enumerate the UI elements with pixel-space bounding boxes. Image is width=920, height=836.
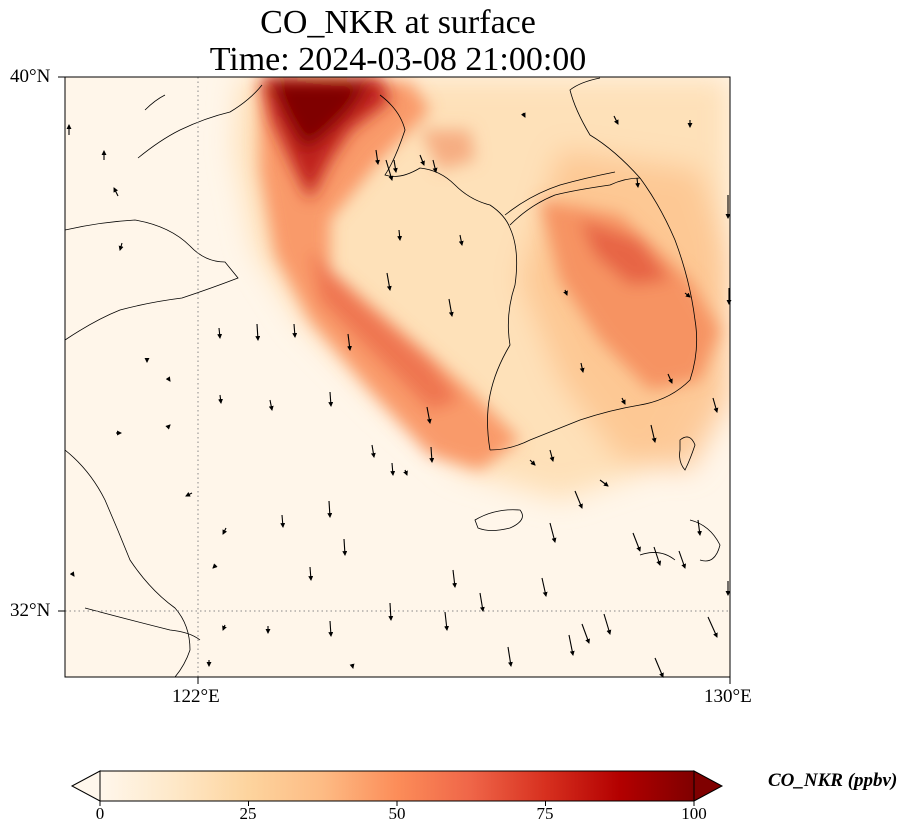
- lat-label-32n: 32°N: [10, 600, 51, 621]
- wind-vector-arrow: [374, 149, 380, 165]
- colorbar-extend-high: [693, 770, 724, 802]
- wind-vector-arrow: [386, 272, 392, 291]
- wind-vector-arrow: [280, 514, 286, 528]
- wind-vector-arrow: [118, 242, 124, 251]
- wind-vector-arrow: [541, 577, 548, 597]
- lon-label-130e: 130°E: [704, 686, 752, 707]
- wind-vector-arrow: [113, 187, 119, 197]
- colorbar-label: CO_NKR (ppbv): [768, 770, 898, 791]
- wind-vector-arrow: [397, 229, 403, 241]
- wind-vector-arrow: [458, 234, 464, 246]
- wind-vector-arrow: [452, 569, 457, 588]
- wind-vector-arrow: [549, 449, 555, 462]
- colorbar: [70, 770, 724, 806]
- wind-vector-arrow: [165, 376, 171, 382]
- wind-vector-arrow: [212, 563, 218, 569]
- wind-vector-arrow: [327, 500, 333, 518]
- wind-vector-arrow: [385, 159, 394, 181]
- concentration-field: [65, 77, 730, 677]
- wind-vector-arrow: [165, 424, 171, 430]
- wind-vector-arrow: [328, 391, 334, 407]
- wind-vector-arrow: [635, 177, 641, 188]
- wind-vector-arrow: [549, 522, 557, 543]
- wind-vector-arrow: [429, 446, 435, 463]
- wind-vector-arrow: [707, 616, 718, 638]
- wind-vector-arrow: [529, 459, 536, 466]
- wind-vector-arrow: [654, 657, 664, 678]
- lat-label-40n: 40°N: [10, 66, 51, 87]
- wind-vector-arrow: [390, 462, 396, 476]
- colorbar-extend-low: [70, 770, 101, 802]
- axis-ticks: [58, 76, 731, 684]
- wind-vector-arrow: [392, 159, 398, 173]
- wind-vector-arrow: [222, 624, 227, 631]
- wind-vector-arrow: [563, 289, 568, 296]
- wind-vector-arrow: [653, 546, 662, 566]
- wind-vector-arrow: [712, 397, 719, 413]
- wind-vector-arrow: [581, 623, 590, 644]
- wind-vector-arrow: [328, 620, 334, 637]
- wind-vector-arrow: [579, 362, 585, 373]
- wind-vector-arrow: [697, 519, 702, 536]
- wind-vector-arrow: [479, 592, 485, 612]
- wind-vector-arrow: [599, 479, 609, 487]
- wind-vector-arrow: [613, 115, 619, 125]
- wind-vector-arrow: [603, 613, 612, 635]
- wind-vector-arrow: [349, 663, 355, 669]
- wind-vector-arrow: [419, 154, 425, 166]
- wind-vector-arrow: [370, 444, 376, 458]
- colorbar-tick-75: 75: [536, 804, 554, 823]
- wind-vector-arrow: [507, 646, 513, 667]
- colorbar-tick-25: 25: [239, 804, 257, 823]
- wind-vector-arrow: [342, 538, 348, 556]
- wind-vector-arrow: [69, 571, 75, 577]
- wind-vector-arrow: [678, 550, 687, 569]
- wind-vector-arrow: [684, 292, 691, 298]
- wind-vector-arrow: [268, 399, 274, 411]
- wind-vector-arrow: [222, 527, 227, 535]
- wind-vector-arrow: [621, 397, 626, 405]
- colorbar-tick-50: 50: [388, 804, 406, 823]
- wind-vector-arrow: [218, 394, 223, 404]
- gridlines: [65, 77, 730, 677]
- colorbar-gradient: [100, 771, 694, 801]
- map-title: CO_NKR at surface: [260, 4, 536, 41]
- wind-vector-arrow: [308, 566, 314, 581]
- coastlines: [65, 77, 721, 677]
- wind-vectors: [66, 112, 732, 678]
- wind-vector-arrow: [185, 492, 193, 497]
- wind-vector-arrow: [217, 327, 223, 339]
- wind-vector-arrow: [292, 323, 298, 338]
- wind-vector-arrow: [347, 333, 352, 351]
- colorbar-tick-100: 100: [681, 804, 707, 823]
- wind-vector-arrow: [444, 611, 450, 631]
- wind-vector-arrow: [426, 406, 432, 424]
- lon-label-122e: 122°E: [172, 686, 220, 707]
- wind-vector-arrow: [650, 424, 657, 443]
- wind-vector-arrow: [388, 602, 394, 621]
- wind-vector-arrow: [667, 373, 673, 384]
- wind-vector-arrow: [568, 634, 575, 656]
- colorbar-tick-0: 0: [95, 804, 105, 823]
- wind-vector-arrow: [403, 469, 408, 476]
- wind-vector-arrow: [521, 112, 526, 118]
- wind-vector-arrow: [448, 298, 454, 317]
- wind-vector-arrow: [432, 159, 438, 173]
- wind-vector-arrow: [632, 532, 641, 552]
- wind-vector-arrow: [255, 323, 261, 341]
- map-frame: [64, 76, 731, 678]
- map-subtitle-time: Time: 2024-03-08 21:00:00: [209, 41, 587, 78]
- wind-vector-arrow: [574, 490, 583, 509]
